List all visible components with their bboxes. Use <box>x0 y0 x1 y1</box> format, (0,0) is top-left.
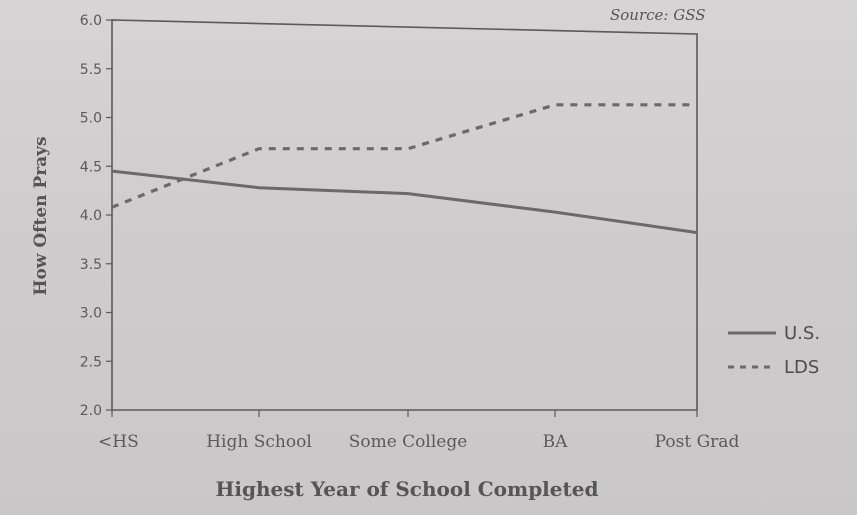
x-axis-title: Highest Year of School Completed <box>216 477 599 501</box>
x-axis: <HS High School Some College BA Post Grad <box>98 410 739 452</box>
plot-frame <box>111 19 698 411</box>
x-tick-label: BA <box>543 432 568 452</box>
series-line-u-s <box>111 169 698 235</box>
y-tick-label: 2.0 <box>80 403 102 419</box>
y-tick-label: 5.0 <box>80 111 102 127</box>
y-tick-label: 5.5 <box>80 62 102 78</box>
source-label: Source: GSS <box>610 6 706 24</box>
y-tick-label: 3.0 <box>80 306 102 322</box>
series-layer <box>111 103 698 235</box>
x-tick-label: High School <box>206 432 312 452</box>
y-tick-label: 2.5 <box>80 354 102 370</box>
y-axis: 2.0 2.5 3.0 3.5 4.0 4.5 5.0 5.5 6.0 <box>80 13 112 419</box>
series-line-lds <box>111 103 697 209</box>
x-tick-label: Post Grad <box>655 432 740 452</box>
legend-label: LDS <box>784 357 819 378</box>
y-tick-label: 6.0 <box>80 13 102 29</box>
x-tick-label: <HS <box>98 432 139 452</box>
plot-border <box>111 19 698 411</box>
legend-label: U.S. <box>784 323 820 344</box>
y-tick-label: 4.5 <box>80 159 102 175</box>
y-axis-title: How Often Prays <box>31 136 51 295</box>
y-tick-label: 4.0 <box>80 208 102 224</box>
y-tick-label: 3.5 <box>80 257 102 273</box>
x-tick-label: Some College <box>349 432 468 452</box>
legend: U.S. LDS <box>728 323 820 378</box>
